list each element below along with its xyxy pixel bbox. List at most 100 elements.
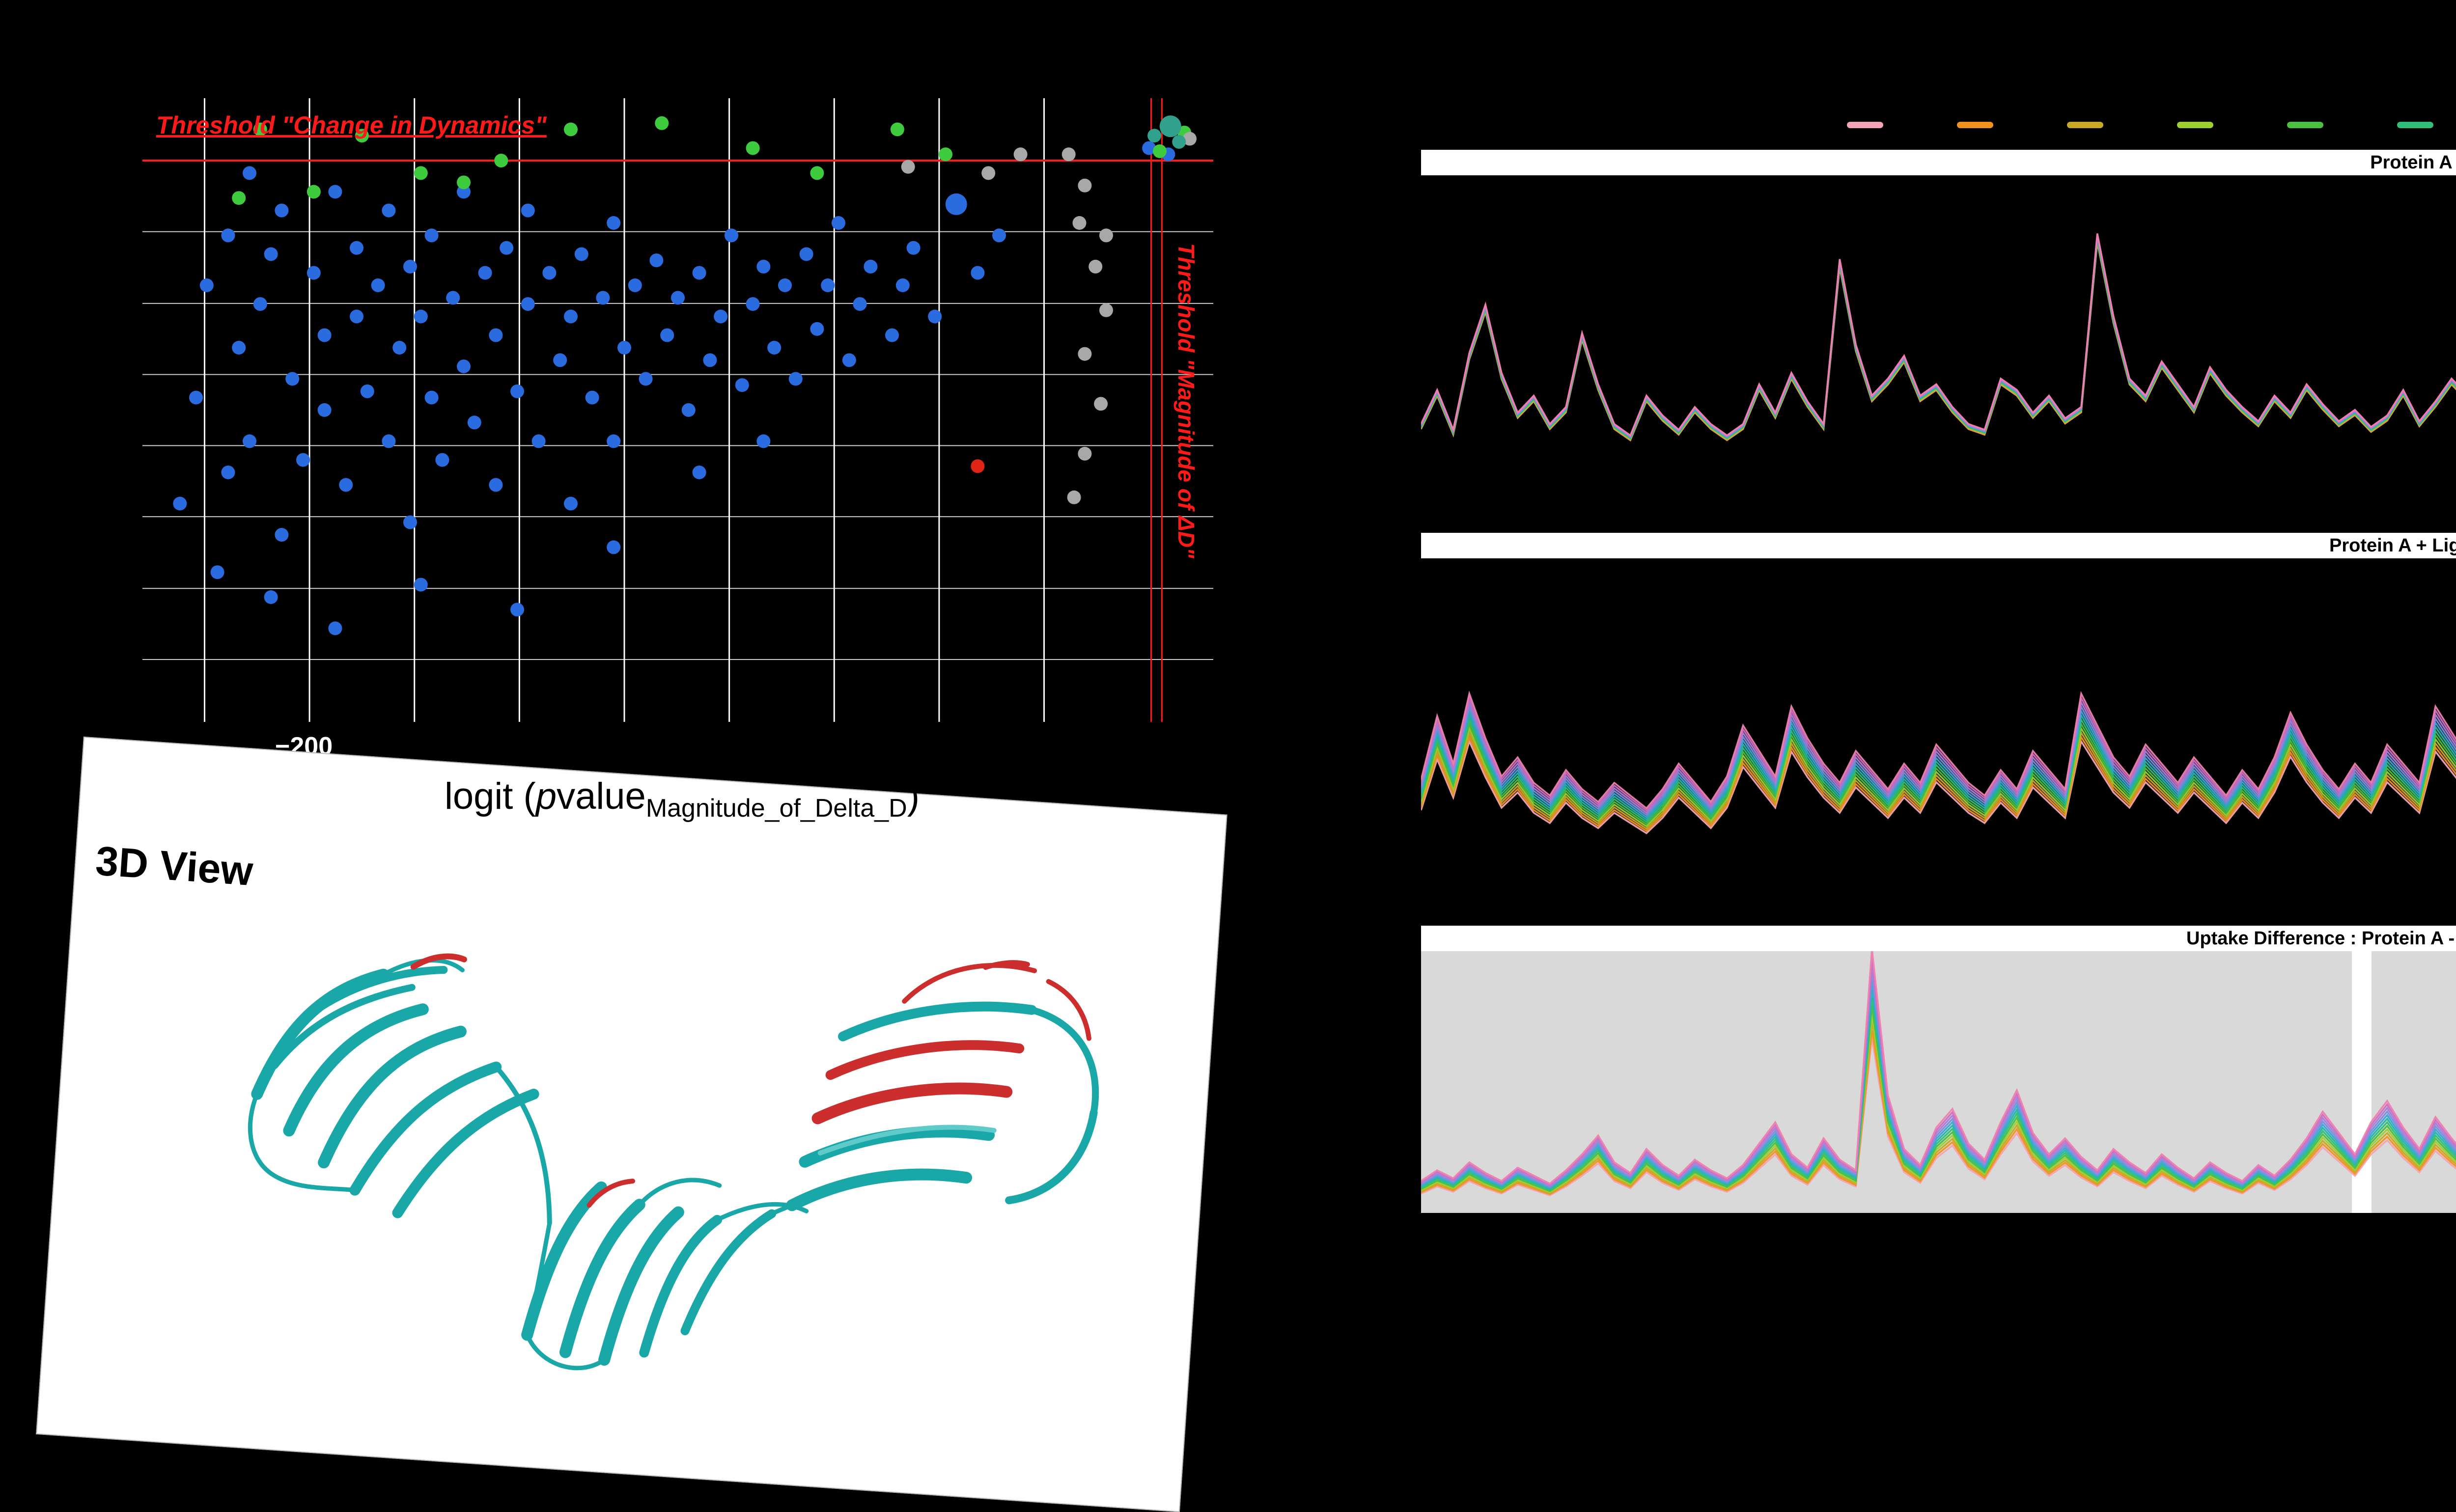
scatter-point xyxy=(424,390,439,405)
scatter-point xyxy=(725,228,738,243)
scatter-point xyxy=(901,160,915,174)
scatter-point xyxy=(895,278,910,292)
scatter-point xyxy=(296,453,310,467)
scatter-point xyxy=(1159,115,1181,137)
scatter-point xyxy=(890,122,904,137)
uptake-series-line xyxy=(1421,730,2456,830)
chart-title-protein-a: Protein A xyxy=(1421,150,2456,175)
scatter-point xyxy=(360,384,374,398)
scatter-point xyxy=(189,390,203,405)
scatter-point xyxy=(328,185,342,199)
scatter-point xyxy=(596,291,610,305)
scatter-point xyxy=(981,166,996,180)
uptake-series-line xyxy=(1421,235,2456,438)
scatter-point xyxy=(1067,490,1081,504)
scatter-point xyxy=(264,590,278,604)
scatter-point xyxy=(355,129,369,143)
scatter-point xyxy=(778,278,792,292)
scatter-point xyxy=(210,565,224,579)
legend-swatch-3 xyxy=(2067,122,2103,128)
legend-swatch-5 xyxy=(2287,122,2323,128)
protein-a-ligand-chart-canvas xyxy=(1421,690,2456,835)
uptake-series-line xyxy=(1421,699,2456,814)
scatter-point xyxy=(253,297,267,311)
uptake-series-line xyxy=(1421,238,2456,440)
scatter-point xyxy=(457,359,471,374)
scatter-point xyxy=(414,577,428,592)
scatter-point xyxy=(531,434,546,448)
uptake-difference-chart xyxy=(1421,951,2456,1213)
uptake-series-line xyxy=(1421,739,2456,835)
scatter-point xyxy=(746,141,760,155)
legend-swatch-2 xyxy=(1957,122,1993,128)
uptake-series-line xyxy=(1421,990,2456,1190)
scatter-point xyxy=(221,228,235,243)
scatter-point xyxy=(607,216,621,230)
scatter-point xyxy=(285,372,300,386)
scatter-point xyxy=(489,328,503,342)
uptake-series-line xyxy=(1421,236,2456,439)
scatter-point xyxy=(221,466,235,479)
uptake-series-line xyxy=(1421,721,2456,825)
uptake-series-line xyxy=(1421,981,2456,1189)
scatter-point xyxy=(1061,147,1076,162)
scatter-point xyxy=(1013,147,1028,162)
scatter-point xyxy=(403,259,417,274)
scatter-point xyxy=(564,122,578,137)
scatter-point xyxy=(810,322,824,336)
scatter-point xyxy=(564,496,578,511)
scatter-point xyxy=(350,309,363,324)
x-axis-label-p: p xyxy=(535,775,557,817)
scatter-point xyxy=(467,415,481,430)
scatter-point xyxy=(307,185,321,199)
scatter-point xyxy=(1183,132,1197,146)
scatter-point xyxy=(1142,141,1156,155)
uptake-series-line xyxy=(1421,997,2456,1191)
volcano-plot: Threshold "Change in Dynamics" Threshold… xyxy=(142,98,1213,722)
scatter-point xyxy=(714,309,728,324)
3d-view-panel: 3D View xyxy=(36,737,1228,1512)
timepoint-legend xyxy=(1421,122,2456,128)
scatter-point xyxy=(564,309,578,324)
scatter-point xyxy=(521,297,535,311)
scatter-point xyxy=(1153,144,1167,158)
scatter-point xyxy=(424,228,439,243)
threshold-dynamics-label: Threshold "Change in Dynamics" xyxy=(156,111,547,139)
x-axis-label-prefix: logit ( xyxy=(445,775,536,817)
scatter-point xyxy=(788,372,803,386)
legend-swatch-6 xyxy=(2397,122,2433,128)
protein-a-ligand-chart xyxy=(1421,558,2456,917)
scatter-point xyxy=(403,515,417,529)
uptake-series-line xyxy=(1421,240,2456,440)
scatter-point xyxy=(660,328,674,342)
scatter-point xyxy=(574,247,588,261)
scatter-point xyxy=(317,328,332,342)
scatter-point xyxy=(521,203,535,218)
scatter-point xyxy=(1099,303,1113,317)
scatter-point xyxy=(649,253,664,268)
scatter-point xyxy=(489,478,503,492)
scatter-point xyxy=(1078,347,1092,361)
scatter-point xyxy=(1094,397,1108,411)
scatter-point xyxy=(243,166,256,180)
scatter-point xyxy=(607,434,621,448)
scatter-point xyxy=(628,278,642,292)
uptake-series-line xyxy=(1421,725,2456,828)
scatter-point xyxy=(510,603,524,617)
scatter-point xyxy=(1172,135,1186,149)
scatter-point xyxy=(382,203,396,218)
scatter-point xyxy=(853,297,867,311)
protein-ribbon-3d-viewport[interactable] xyxy=(37,738,1226,1511)
scatter-point xyxy=(607,540,621,554)
scatter-point xyxy=(275,528,289,542)
uptake-series-line xyxy=(1421,240,2456,441)
scatter-point xyxy=(756,259,771,274)
uptake-series-line xyxy=(1421,234,2456,438)
scatter-point xyxy=(478,266,492,280)
legend-swatch-4 xyxy=(2177,122,2213,128)
legend-swatch-1 xyxy=(1847,122,1883,128)
scatter-point xyxy=(414,166,428,180)
scatter-point xyxy=(317,403,332,417)
scatter-point xyxy=(1099,228,1113,243)
scatter-point xyxy=(232,191,246,205)
